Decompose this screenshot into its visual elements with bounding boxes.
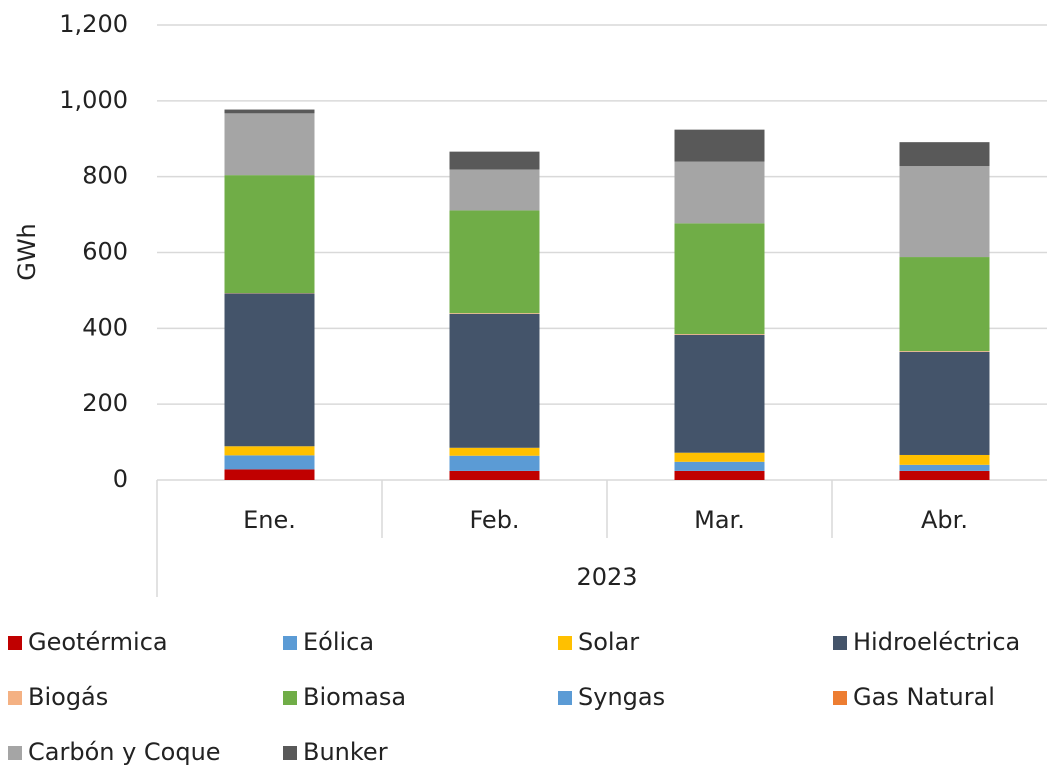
- legend-swatch: [8, 691, 22, 705]
- y-tick-label: 0: [113, 465, 128, 493]
- x-tick-label: Ene.: [243, 506, 296, 534]
- y-tick-label: 200: [82, 389, 128, 417]
- legend-label: Carbón y Coque: [28, 738, 221, 766]
- legend-label: Gas Natural: [853, 683, 995, 711]
- y-tick-label: 800: [82, 162, 128, 190]
- bar-segment: [900, 166, 990, 257]
- bar-segment: [450, 152, 540, 170]
- legend-swatch: [8, 636, 22, 650]
- x-tick-label: Mar.: [694, 506, 745, 534]
- bar-segment: [225, 293, 315, 446]
- bar-segment: [900, 257, 990, 351]
- legend-label: Bunker: [303, 738, 388, 766]
- x-group-label: 2023: [576, 563, 637, 591]
- bar-segment: [225, 113, 315, 175]
- bar-segment: [675, 471, 765, 480]
- bar-segment: [675, 335, 765, 453]
- bar-segment: [225, 175, 315, 293]
- bar-segment: [450, 456, 540, 471]
- bar-segment: [900, 352, 990, 455]
- bar-segment: [675, 162, 765, 224]
- bar-segment: [450, 210, 540, 313]
- bar-segment: [450, 314, 540, 448]
- legend-swatch: [283, 746, 297, 760]
- bar-segment: [225, 469, 315, 480]
- x-tick-label: Feb.: [469, 506, 519, 534]
- bar-segment: [450, 313, 540, 314]
- bar-segment: [450, 471, 540, 480]
- bar-segment: [900, 471, 990, 480]
- x-tick-label: Abr.: [921, 506, 968, 534]
- bar-segment: [225, 446, 315, 455]
- page: {"chart_data": {"type": "stacked_bar", "…: [0, 0, 1047, 776]
- legend-label: Geotérmica: [28, 628, 168, 656]
- legend-label: Solar: [578, 628, 639, 656]
- bar-segment: [225, 110, 315, 114]
- y-tick-label: 400: [82, 313, 128, 341]
- bar-segment: [900, 455, 990, 465]
- bar-segment: [675, 453, 765, 462]
- legend-swatch: [283, 691, 297, 705]
- legend-label: Eólica: [303, 628, 374, 656]
- legend-swatch: [8, 746, 22, 760]
- legend-swatch: [283, 636, 297, 650]
- chart: GWh 0 200 400 600 800 1,000 1,200 2023 Ene. Feb. M…: [0, 0, 1047, 776]
- bar-segment: [900, 142, 990, 166]
- bar-segment: [675, 130, 765, 162]
- legend-label: Syngas: [578, 683, 665, 711]
- legend-swatch: [558, 691, 572, 705]
- y-tick-label: 600: [82, 238, 128, 266]
- y-tick-label: 1,000: [59, 86, 128, 114]
- legend-swatch: [558, 636, 572, 650]
- bar-segment: [675, 223, 765, 334]
- bar-segment: [675, 334, 765, 335]
- legend-label: Hidroeléctrica: [853, 628, 1020, 656]
- bar-segment: [675, 462, 765, 471]
- y-axis-label: GWh: [13, 223, 41, 281]
- bar-segment: [225, 455, 315, 469]
- y-tick-label: 1,200: [59, 10, 128, 38]
- bar-segment: [450, 448, 540, 456]
- bar-segment: [900, 465, 990, 471]
- legend-swatch: [833, 691, 847, 705]
- legend-label: Biogás: [28, 683, 108, 711]
- bar-segment: [900, 351, 990, 352]
- bar-segment: [450, 169, 540, 210]
- legend-label: Biomasa: [303, 683, 406, 711]
- legend-swatch: [833, 636, 847, 650]
